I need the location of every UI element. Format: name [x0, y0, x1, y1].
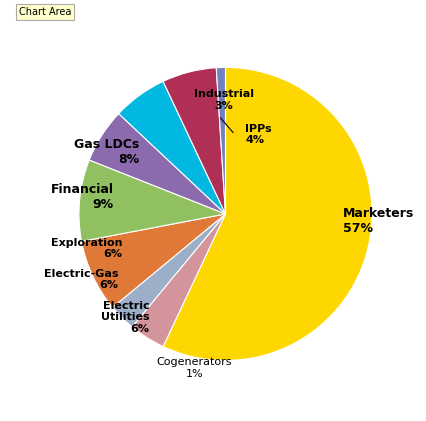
Wedge shape	[112, 214, 225, 327]
Text: Industrial
3%: Industrial 3%	[193, 89, 253, 111]
Wedge shape	[132, 214, 225, 346]
Wedge shape	[163, 68, 225, 214]
Wedge shape	[89, 114, 225, 214]
Text: Exploration
6%: Exploration 6%	[50, 237, 122, 259]
Wedge shape	[79, 160, 225, 241]
Text: Gas LDCs
8%: Gas LDCs 8%	[74, 138, 139, 166]
Text: Marketers
57%: Marketers 57%	[342, 207, 413, 235]
Text: Cogenerators
1%: Cogenerators 1%	[156, 357, 232, 378]
Wedge shape	[118, 81, 225, 214]
Wedge shape	[163, 67, 371, 360]
Text: Electric-Gas
6%: Electric-Gas 6%	[44, 269, 118, 290]
Text: IPPs
4%: IPPs 4%	[245, 124, 271, 146]
Wedge shape	[216, 67, 225, 214]
Text: Chart Area: Chart Area	[19, 7, 71, 17]
Wedge shape	[81, 214, 225, 307]
Text: Electric
Utilities
6%: Electric Utilities 6%	[101, 301, 149, 334]
Text: Financial
9%: Financial 9%	[50, 183, 113, 211]
